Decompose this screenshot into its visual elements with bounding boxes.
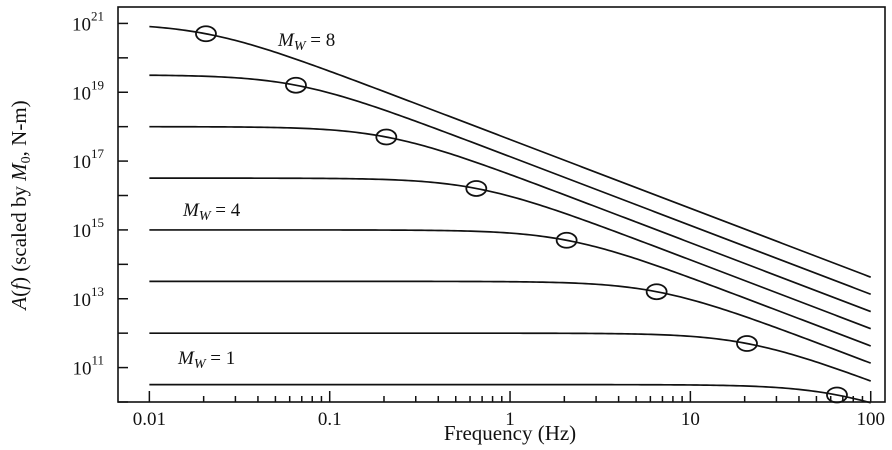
spectrum-curve-mw-3 [149,280,872,364]
x-tick-label: 0.01 [133,409,166,430]
corner-frequency-marker [285,76,307,94]
y-tick-label: 1017 [72,146,105,173]
y-tick-label: 1013 [72,284,104,311]
markers [195,25,848,404]
magnitude-annotation: MW = 4 [182,200,241,224]
annotations: MW = 8 MW = 4 MW = 1 [177,30,335,372]
y-tick-label: 1021 [72,8,104,35]
magnitude-annotation: MW = 8 [277,30,335,54]
corner-frequency-marker [555,231,578,249]
corner-frequency-marker [826,386,848,404]
tick-labels: 0.01 0.1 1 10 100 1011 1013 1015 1017 1019 1021 [72,8,885,430]
x-tick-label: 1 [505,409,515,430]
x-axis-label: Frequency (Hz) [444,421,576,445]
x-tick-label: 100 [856,409,885,430]
corner-frequency-marker [375,128,398,146]
corner-frequency-marker [736,335,758,352]
spectrum-curve-mw-5 [149,177,872,330]
spectrum-curve-mw-8 [149,25,872,278]
spectrum-curve-mw-4 [149,229,872,347]
corner-frequency-marker [465,180,488,197]
spectrum-curve-mw-6 [149,125,872,313]
y-axis-label: A(f) (scaled by M0, N-m) [7,100,34,311]
y-tick-label: 1019 [72,77,104,104]
corner-frequency-marker [645,283,668,301]
x-tick-label: 10 [681,409,700,430]
y-tick-label: 1015 [72,215,104,242]
spectrum-curve-mw-2 [149,332,872,382]
ticks [118,22,872,403]
x-tick-label: 0.1 [318,409,342,430]
spectrum-curve-mw-7 [149,74,872,296]
curves [149,25,872,404]
corner-frequency-marker [195,25,217,43]
spectrum-curve-mw-1 [149,383,871,404]
y-tick-label: 1011 [72,353,104,380]
magnitude-annotation: MW = 1 [177,348,235,372]
